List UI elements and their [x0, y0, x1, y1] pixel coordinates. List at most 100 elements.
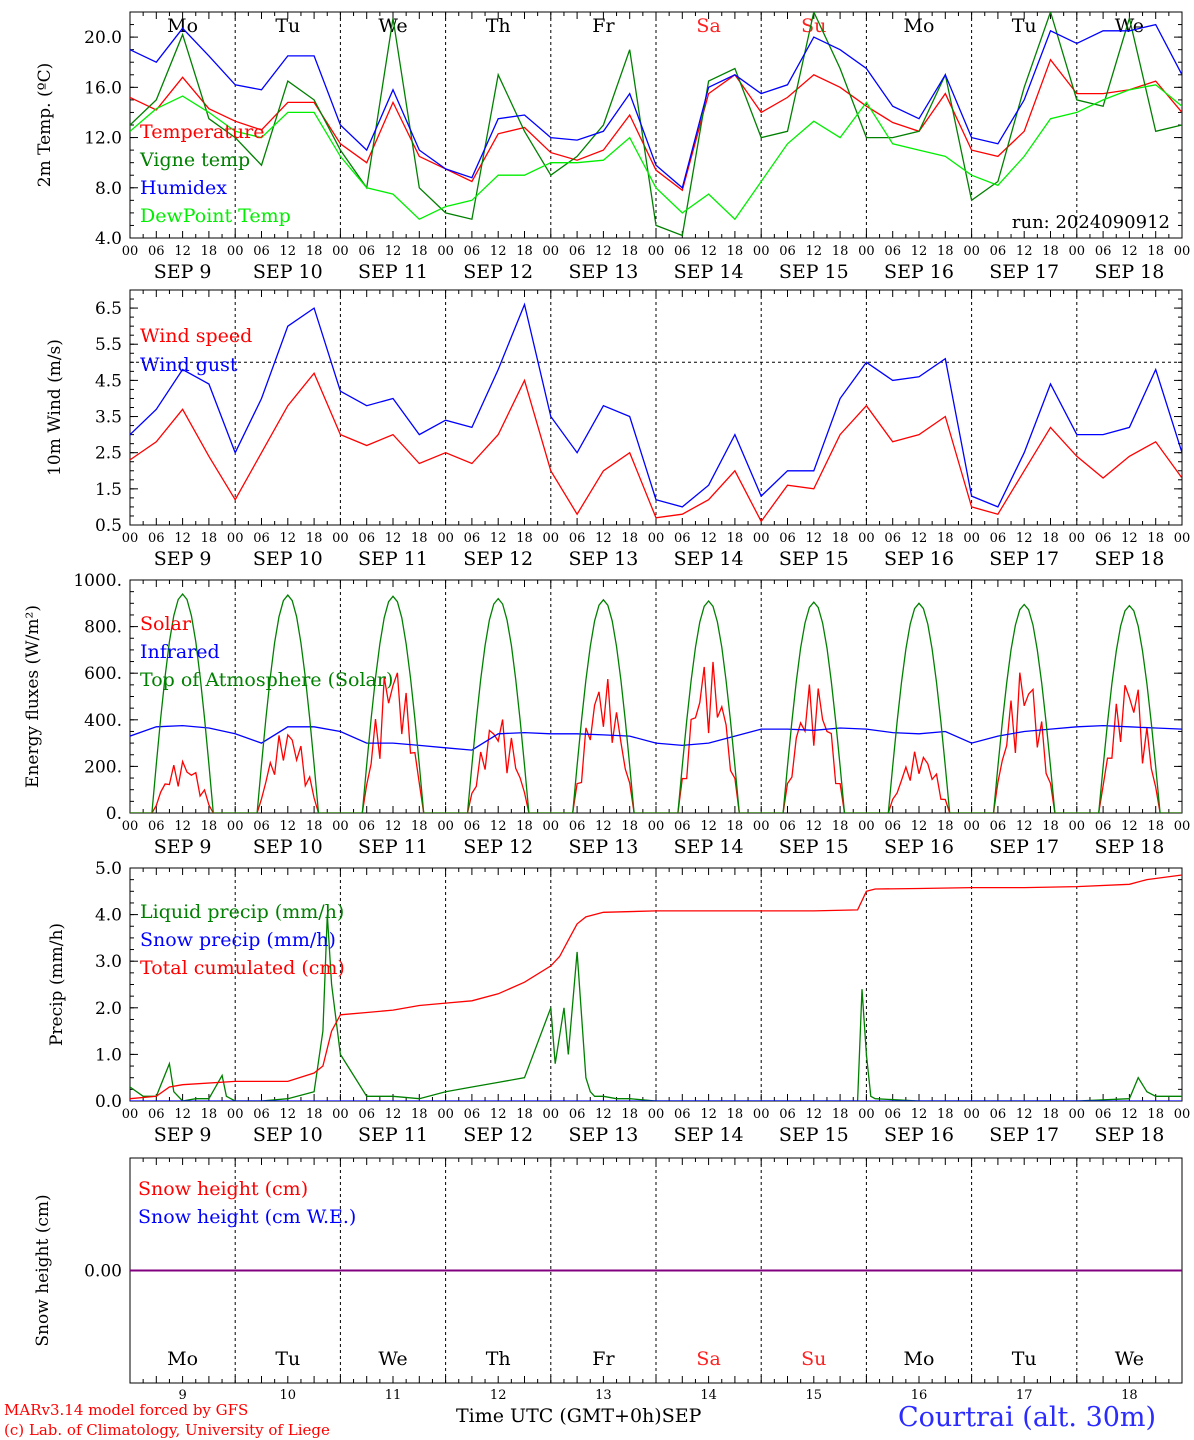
y-tick-label: 6.5 [95, 299, 122, 319]
hour-tick-label: 18 [727, 531, 744, 546]
day-number-label: 18 [1121, 1388, 1138, 1403]
date-label: SEP 10 [253, 836, 323, 858]
hour-tick-label: 06 [464, 244, 481, 259]
day-number-label: 15 [806, 1388, 823, 1403]
date-label: SEP 14 [674, 1124, 744, 1146]
legend-entry: Snow precip (mm/h) [140, 929, 336, 951]
hour-tick-label: 06 [779, 1107, 796, 1122]
series-line [130, 724, 1182, 751]
y-tick-label: 0.00 [84, 1262, 122, 1282]
hour-tick-label: 06 [569, 1107, 586, 1122]
hour-tick-label: 00 [648, 244, 665, 259]
y-tick-label: 0.5 [95, 516, 122, 536]
hour-tick-label: 00 [963, 531, 980, 546]
hour-tick-label: 00 [227, 531, 244, 546]
hour-tick-label: 12 [280, 531, 297, 546]
y-axis-label: Energy fluxes (W/m²) [23, 605, 43, 788]
hour-tick-label: 12 [280, 244, 297, 259]
hour-tick-label: 18 [1042, 1107, 1059, 1122]
date-label: SEP 11 [358, 1124, 428, 1146]
hour-tick-label: 18 [621, 244, 638, 259]
hour-tick-label: 18 [621, 531, 638, 546]
hour-tick-label: 06 [884, 244, 901, 259]
date-label: SEP 15 [779, 1124, 849, 1146]
hour-tick-label: 12 [490, 244, 507, 259]
hour-tick-label: 18 [201, 819, 218, 834]
hour-tick-label: 12 [700, 819, 717, 834]
date-label: SEP 11 [358, 261, 428, 283]
hour-tick-label: 06 [148, 1107, 165, 1122]
hour-tick-label: 06 [884, 531, 901, 546]
legend-entry: Snow height (cm) [138, 1178, 308, 1200]
date-label: SEP 14 [674, 548, 744, 570]
hour-tick-label: 06 [779, 244, 796, 259]
hour-tick-label: 06 [674, 819, 691, 834]
date-label: SEP 18 [1094, 836, 1164, 858]
y-tick-label: 2.0 [95, 999, 122, 1019]
hour-tick-label: 06 [779, 819, 796, 834]
hour-tick-label: 18 [411, 244, 428, 259]
hour-tick-label: 12 [174, 244, 191, 259]
hour-tick-label: 06 [1095, 244, 1112, 259]
hour-tick-label: 18 [516, 531, 533, 546]
date-label: SEP 15 [779, 261, 849, 283]
hour-tick-label: 06 [884, 1107, 901, 1122]
hour-tick-label: 12 [174, 819, 191, 834]
hour-tick-label: 18 [937, 1107, 954, 1122]
hour-tick-label: 18 [306, 1107, 323, 1122]
hour-tick-label: 18 [1042, 531, 1059, 546]
hour-tick-label: 06 [253, 1107, 270, 1122]
weekday-label: Tu [1012, 1348, 1037, 1370]
hour-tick-label: 18 [832, 819, 849, 834]
hour-tick-label: 00 [332, 531, 349, 546]
y-tick-label: 400. [84, 711, 122, 731]
weekday-label: Mo [167, 1348, 198, 1370]
hour-tick-label: 18 [516, 1107, 533, 1122]
hour-tick-label: 00 [122, 1107, 139, 1122]
panel-wind: 0.5 1.5 2.5 3.5 4.5 5.5 6.5 10m Wind (m/s) 00 06 1… [45, 289, 1190, 570]
hour-tick-label: 00 [648, 1107, 665, 1122]
hour-tick-label: 06 [1095, 531, 1112, 546]
hour-tick-label: 00 [753, 819, 770, 834]
hour-tick-label: 12 [385, 819, 402, 834]
hour-tick-label: 18 [937, 531, 954, 546]
y-tick-label: 5.0 [95, 859, 122, 879]
hour-tick-label: 18 [937, 819, 954, 834]
model-credit-line1: MARv3.14 model forced by GFS [4, 1401, 249, 1419]
hour-tick-label: 12 [490, 531, 507, 546]
date-label: SEP 13 [568, 548, 638, 570]
hour-tick-label: 18 [411, 819, 428, 834]
date-label: SEP 14 [674, 261, 744, 283]
hour-tick-label: 00 [543, 819, 560, 834]
hour-tick-label: 18 [306, 244, 323, 259]
hour-tick-label: 12 [490, 819, 507, 834]
hour-tick-label: 12 [806, 244, 823, 259]
hour-tick-label: 18 [1147, 531, 1164, 546]
date-label: SEP 18 [1094, 548, 1164, 570]
hour-tick-label: 18 [201, 1107, 218, 1122]
hour-tick-label: 06 [990, 1107, 1007, 1122]
hour-tick-label: 06 [884, 819, 901, 834]
weekday-label: Sa [696, 1348, 720, 1370]
hour-tick-label: 18 [832, 531, 849, 546]
date-label: SEP 12 [463, 261, 533, 283]
hour-tick-label: 00 [1069, 819, 1086, 834]
hour-tick-label: 12 [174, 1107, 191, 1122]
day-number-label: 14 [700, 1388, 717, 1403]
y-tick-label: 12.0 [84, 129, 122, 149]
legend-entry: Vigne temp [139, 149, 250, 171]
hour-tick-label: 12 [806, 1107, 823, 1122]
hour-tick-label: 06 [253, 244, 270, 259]
hour-tick-label: 00 [332, 1107, 349, 1122]
date-label: SEP 12 [463, 548, 533, 570]
hour-tick-label: 00 [227, 819, 244, 834]
hour-tick-label: 18 [621, 819, 638, 834]
hour-tick-label: 18 [1147, 1107, 1164, 1122]
hour-tick-label: 18 [832, 244, 849, 259]
series-line [130, 874, 1182, 1100]
hour-tick-label: 06 [569, 819, 586, 834]
hour-tick-label: 00 [858, 244, 875, 259]
hour-tick-label: 00 [648, 531, 665, 546]
day-number-label: 16 [911, 1388, 928, 1403]
y-tick-label: 5.5 [95, 335, 122, 355]
